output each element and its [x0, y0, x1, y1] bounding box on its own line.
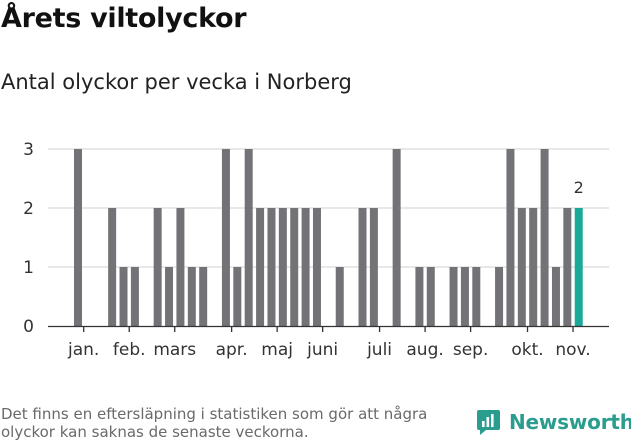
bar [108, 208, 117, 326]
bar [119, 267, 128, 326]
bar [392, 149, 401, 326]
bar [358, 208, 367, 326]
data-labels: 2 [574, 178, 584, 197]
bars [74, 149, 583, 326]
bar [415, 267, 424, 326]
x-tick-label: maj [261, 340, 293, 360]
bar [460, 267, 469, 326]
x-axis: jan. feb. mars apr. maj juni juli aug. sep. okt. n… [48, 325, 609, 360]
bar-highlight [574, 208, 583, 326]
x-tick-label: juni [306, 340, 338, 360]
y-tick-label: 2 [23, 199, 34, 219]
bar [267, 208, 276, 326]
bar [506, 149, 515, 326]
x-tick-label: mars [153, 340, 196, 360]
y-tick-label: 1 [23, 258, 34, 278]
bar [244, 149, 253, 326]
bar [301, 208, 310, 326]
chart-subtitle: Antal olyckor per vecka i Norberg [1, 70, 352, 94]
x-tick-label: aug. [406, 340, 443, 360]
bar [233, 267, 242, 326]
bar [221, 149, 230, 326]
x-tick-label: okt. [511, 340, 543, 360]
bar [312, 208, 321, 326]
brand-name: Newsworthy [509, 410, 631, 434]
brand[interactable]: Newsworthy [476, 407, 631, 437]
bar [495, 267, 504, 326]
bar [369, 208, 378, 326]
bar [517, 208, 526, 326]
bar [176, 208, 185, 326]
x-tick-label: feb. [113, 340, 146, 360]
bar [472, 267, 481, 326]
gridlines [48, 148, 609, 268]
bar [74, 149, 82, 326]
bar [426, 267, 435, 326]
y-axis: 0 1 2 3 [23, 140, 34, 337]
bar [256, 208, 265, 326]
y-tick-label: 0 [23, 317, 34, 337]
bar [153, 208, 162, 326]
bar [563, 208, 572, 326]
bar [551, 267, 560, 326]
y-tick-label: 3 [23, 140, 34, 160]
bar [529, 208, 538, 326]
x-tick-label: juli [366, 340, 392, 360]
bar [130, 267, 139, 326]
bar [290, 208, 299, 326]
bar [187, 267, 196, 326]
bar [165, 267, 174, 326]
bar [199, 267, 208, 326]
bar-chart: jan. feb. mars apr. maj juni juli aug. sep. okt. n… [23, 140, 609, 360]
x-tick-label: jan. [67, 340, 99, 360]
bar [449, 267, 458, 326]
x-tick-label: sep. [453, 340, 489, 360]
footnote: Det finns en eftersläpning i statistiken… [1, 405, 428, 441]
x-tick-label: nov. [555, 340, 590, 360]
bar [335, 267, 344, 326]
bar [540, 149, 549, 326]
newsworthy-logo-icon [477, 409, 500, 435]
data-label-highlight: 2 [574, 178, 584, 197]
x-tick-label: apr. [216, 340, 248, 360]
bar [278, 208, 287, 326]
chart-title: Årets viltolyckor [1, 3, 247, 34]
